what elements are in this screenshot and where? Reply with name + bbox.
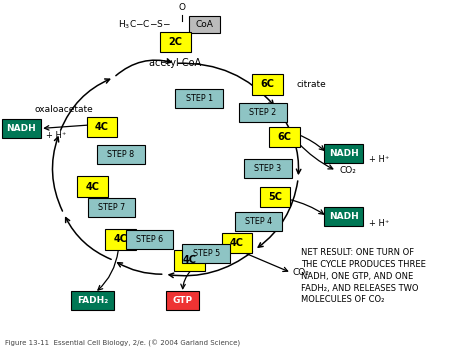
FancyBboxPatch shape (97, 145, 145, 164)
FancyBboxPatch shape (2, 119, 41, 138)
Text: 4C: 4C (114, 234, 128, 244)
Text: 4C: 4C (95, 122, 109, 132)
Text: GTP: GTP (173, 296, 192, 306)
Text: CO₂: CO₂ (339, 166, 356, 175)
Text: NADH: NADH (329, 212, 358, 221)
FancyBboxPatch shape (175, 89, 223, 108)
FancyBboxPatch shape (324, 207, 363, 226)
Text: 2C: 2C (168, 37, 182, 47)
Text: STEP 8: STEP 8 (107, 150, 135, 159)
Text: oxaloacetate: oxaloacetate (35, 105, 93, 114)
FancyBboxPatch shape (166, 291, 199, 310)
Text: 4C: 4C (230, 238, 244, 248)
FancyBboxPatch shape (239, 103, 287, 122)
FancyBboxPatch shape (235, 212, 282, 231)
Text: CO₂: CO₂ (293, 268, 310, 277)
FancyBboxPatch shape (88, 198, 135, 217)
FancyBboxPatch shape (182, 244, 230, 263)
FancyBboxPatch shape (324, 144, 363, 163)
FancyBboxPatch shape (86, 117, 117, 137)
FancyBboxPatch shape (105, 229, 136, 250)
FancyBboxPatch shape (244, 159, 292, 178)
FancyBboxPatch shape (174, 250, 205, 271)
FancyBboxPatch shape (160, 32, 191, 52)
Text: + H⁺: + H⁺ (369, 219, 389, 228)
Text: STEP 2: STEP 2 (249, 108, 277, 117)
Text: 6C: 6C (261, 80, 275, 89)
Text: acetyl CoA: acetyl CoA (149, 58, 201, 68)
Text: STEP 3: STEP 3 (254, 164, 282, 174)
FancyBboxPatch shape (126, 230, 173, 249)
FancyBboxPatch shape (252, 74, 283, 95)
Text: STEP 6: STEP 6 (136, 235, 163, 244)
FancyBboxPatch shape (189, 16, 220, 33)
Text: O: O (179, 3, 186, 12)
Text: + H⁺: + H⁺ (46, 131, 67, 140)
Text: NET RESULT: ONE TURN OF
THE CYCLE PRODUCES THREE
NADH, ONE GTP, AND ONE
FADH₂, A: NET RESULT: ONE TURN OF THE CYCLE PRODUC… (301, 248, 426, 304)
Text: STEP 1: STEP 1 (185, 94, 213, 103)
Text: 4C: 4C (85, 182, 100, 191)
Text: STEP 4: STEP 4 (245, 217, 272, 226)
FancyBboxPatch shape (77, 176, 108, 197)
Text: FADH₂: FADH₂ (77, 296, 108, 306)
Text: Figure 13-11  Essential Cell Biology, 2/e. (© 2004 Garland Science): Figure 13-11 Essential Cell Biology, 2/e… (5, 340, 240, 347)
Text: 5C: 5C (268, 192, 282, 202)
Text: H$_3$C$-$C$-$S$-$: H$_3$C$-$C$-$S$-$ (118, 18, 171, 31)
FancyBboxPatch shape (259, 187, 290, 207)
Text: NADH: NADH (7, 124, 36, 133)
Text: NADH: NADH (329, 149, 358, 158)
Text: 4C: 4C (182, 256, 197, 265)
Text: STEP 7: STEP 7 (98, 203, 125, 212)
FancyBboxPatch shape (221, 233, 252, 253)
Text: + H⁺: + H⁺ (369, 155, 389, 164)
Text: STEP 5: STEP 5 (192, 249, 220, 258)
Text: CoA: CoA (196, 20, 214, 29)
Text: citrate: citrate (296, 80, 326, 89)
FancyBboxPatch shape (71, 291, 114, 310)
Text: 6C: 6C (277, 132, 292, 142)
FancyBboxPatch shape (269, 127, 300, 147)
